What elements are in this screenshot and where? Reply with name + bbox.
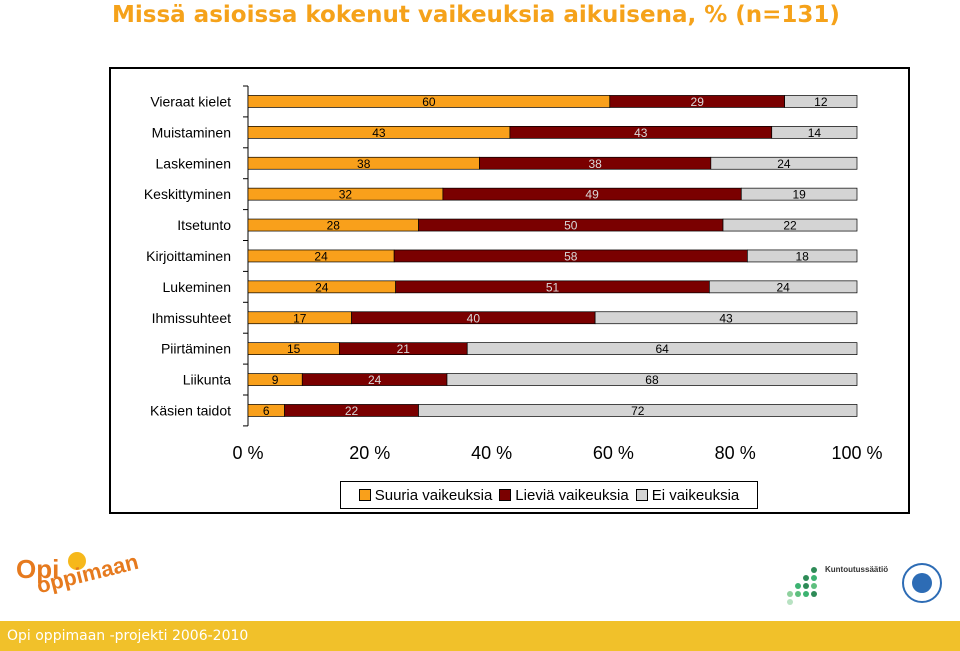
data-label: 58 [564, 249, 578, 263]
data-label: 40 [467, 311, 481, 325]
legend-item-suuria: Suuria vaikeuksia [358, 486, 493, 504]
category-label-keskittyminen: Keskittyminen [144, 186, 231, 202]
ray-seal-emblem-icon [912, 573, 932, 593]
legend-label-suuria: Suuria vaikeuksia [374, 486, 493, 504]
data-label: 9 [272, 373, 279, 387]
category-label-ihmissuhteet: Ihmissuhteet [152, 310, 231, 326]
category-label-piirt-minen: Piirtäminen [161, 341, 231, 357]
x-tick-label: 20 % [349, 443, 390, 463]
legend-label-lievia: Lieviä vaikeuksia [515, 486, 629, 504]
category-label-itsetunto: Itsetunto [177, 217, 231, 233]
legend-swatch-suuria [358, 489, 371, 501]
category-label-k-sien-taidot: Käsien taidot [150, 402, 231, 418]
bar-segment-ei-vaikeuksia [710, 156, 858, 170]
data-label: 22 [345, 404, 359, 418]
kuntoutussaatio-name: Kuntoutussäätiö [825, 565, 889, 574]
data-label: 24 [314, 249, 328, 263]
data-label: 6 [263, 404, 270, 418]
bar-segment-ei-vaikeuksia [747, 249, 858, 263]
category-label-vieraat-kielet: Vieraat kielet [150, 93, 231, 109]
legend-item-ei: Ei vaikeuksia [635, 486, 740, 504]
chart-legend: Suuria vaikeuksia Lieviä vaikeuksia Ei v… [340, 481, 758, 509]
data-label: 51 [546, 280, 560, 294]
category-label-laskeminen: Laskeminen [156, 155, 232, 171]
x-tick-label: 60 % [593, 443, 634, 463]
data-label: 24 [368, 373, 382, 387]
legend-swatch-lievia [499, 489, 512, 501]
legend-label-ei: Ei vaikeuksia [651, 486, 740, 504]
slide-title: Missä asioissa kokenut vaikeuksia aikuis… [112, 2, 840, 28]
data-label: 28 [327, 219, 341, 233]
bar-segment-ei-vaikeuksia [446, 373, 858, 386]
legend-swatch-ei [635, 489, 648, 501]
footer-text: Opi oppimaan -projekti 2006-2010 [7, 628, 249, 644]
data-label: 14 [808, 126, 822, 140]
data-label: 49 [585, 188, 599, 202]
kuntoutussaatio-logo: Kuntoutussäätiö [785, 563, 905, 613]
data-label: 22 [783, 219, 797, 233]
data-label: 24 [315, 280, 329, 294]
x-tick-label: 0 % [232, 443, 263, 463]
logo-sun-icon [68, 552, 86, 570]
bar-segment-ei-vaikeuksia [466, 342, 858, 355]
data-label: 43 [719, 311, 733, 325]
data-label: 24 [777, 157, 791, 171]
bar-segment-ei-vaikeuksia [722, 218, 858, 232]
footer-bar: Opi oppimaan -projekti 2006-2010 [0, 621, 960, 651]
x-tick-label: 100 % [831, 443, 882, 463]
bar-segment-ei-vaikeuksia [418, 404, 858, 417]
data-label: 32 [339, 188, 353, 202]
bar-segment-ei-vaikeuksia [784, 95, 858, 108]
data-label: 38 [357, 157, 371, 171]
x-tick-label: 40 % [471, 443, 512, 463]
data-label: 15 [287, 342, 301, 356]
data-label: 72 [631, 404, 645, 418]
data-label: 50 [564, 219, 578, 233]
category-label-liikunta: Liikunta [183, 372, 231, 388]
stacked-bar-chart: Vieraat kielet 60 29 12 Muistaminen 43 43 14 Las… [144, 85, 883, 463]
data-label: 21 [397, 342, 411, 356]
data-label: 24 [777, 280, 791, 294]
data-label: 64 [655, 342, 669, 356]
x-tick-label: 80 % [715, 443, 756, 463]
data-label: 43 [372, 126, 386, 140]
chart-frame: Vieraat kielet 60 29 12 Muistaminen 43 43 14 Las… [109, 67, 910, 514]
data-label: 68 [645, 373, 659, 387]
logo-opi-text: Opi [16, 554, 60, 584]
data-label: 12 [814, 95, 828, 109]
bar-segment-ei-vaikeuksia [771, 125, 858, 139]
ray-seal-logo [902, 563, 942, 603]
data-label: 19 [792, 188, 806, 202]
bar-segment-ei-vaikeuksia [740, 187, 858, 201]
data-label: 38 [588, 157, 602, 171]
data-label: 17 [293, 311, 307, 325]
category-label-muistaminen: Muistaminen [152, 124, 231, 140]
data-label: 18 [796, 249, 810, 263]
bar-segment-ei-vaikeuksia [594, 311, 858, 325]
category-label-lukeminen: Lukeminen [163, 279, 232, 295]
data-label: 43 [634, 126, 648, 140]
data-label: 29 [691, 95, 705, 109]
opi-oppimaan-logo: Opi oppimaan [14, 549, 141, 612]
bar-segment-ei-vaikeuksia [709, 280, 858, 294]
legend-item-lievia: Lieviä vaikeuksia [499, 486, 629, 504]
data-label: 60 [422, 95, 436, 109]
category-label-kirjoittaminen: Kirjoittaminen [146, 248, 231, 264]
